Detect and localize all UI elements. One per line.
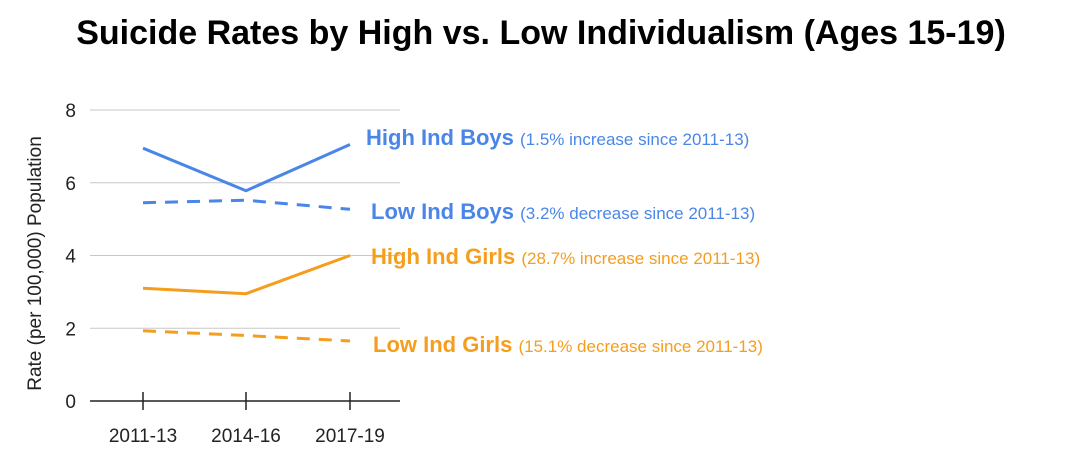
series-labels: High Ind Boys (1.5% increase since 2011-… <box>366 125 763 357</box>
y-tick-label: 8 <box>65 101 76 122</box>
series-line-low-ind-girls <box>142 329 351 343</box>
y-tick-label: 2 <box>65 319 76 340</box>
series-label-high-ind-girls: High Ind Girls (28.7% increase since 201… <box>371 244 760 269</box>
x-tick-label: 2011-13 <box>109 426 177 447</box>
series-lines <box>142 143 351 343</box>
series-note: (28.7% increase since 2011-13) <box>521 249 760 268</box>
series-label-low-ind-girls: Low Ind Girls (15.1% decrease since 2011… <box>373 332 763 357</box>
y-tick-label: 0 <box>65 392 76 413</box>
series-label-low-ind-boys: Low Ind Boys (3.2% decrease since 2011-1… <box>371 199 755 224</box>
gridlines <box>90 109 400 329</box>
series-name: High Ind Girls <box>371 244 521 269</box>
series-note: (3.2% decrease since 2011-13) <box>520 204 755 223</box>
series-line-high-ind-girls <box>142 254 351 296</box>
axes: 0 2 4 6 8 2011-13 2014-16 2017-19 Rate (per 100,… <box>25 101 400 447</box>
series-name: Low Ind Boys <box>371 199 520 224</box>
series-line-high-ind-boys <box>142 143 351 193</box>
series-note: (15.1% decrease since 2011-13) <box>518 337 762 356</box>
series-line-low-ind-boys <box>142 198 351 211</box>
series-label-high-ind-boys: High Ind Boys (1.5% increase since 2011-… <box>366 125 749 150</box>
y-tick-label: 6 <box>65 174 76 195</box>
y-tick-label: 4 <box>65 247 76 268</box>
x-tick-label: 2014-16 <box>211 426 281 447</box>
x-tick-label: 2017-19 <box>315 426 385 447</box>
series-name: High Ind Boys <box>366 125 520 150</box>
series-note: (1.5% increase since 2011-13) <box>520 130 749 149</box>
chart-title: Suicide Rates by High vs. Low Individual… <box>76 14 1006 52</box>
y-axis-label: Rate (per 100,000) Population <box>25 136 46 391</box>
series-name: Low Ind Girls <box>373 332 518 357</box>
